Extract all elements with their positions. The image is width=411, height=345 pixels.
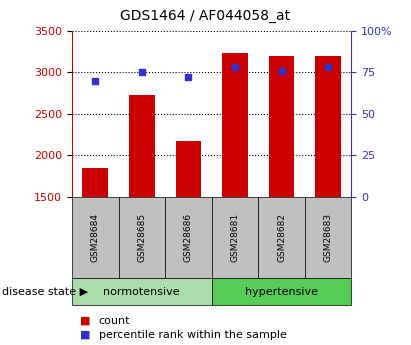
Bar — [269, 56, 294, 197]
Bar — [129, 95, 155, 197]
Bar — [82, 168, 108, 197]
Text: GSM28683: GSM28683 — [323, 213, 332, 262]
Text: GDS1464 / AF044058_at: GDS1464 / AF044058_at — [120, 9, 291, 23]
Point — [92, 78, 99, 83]
Point — [325, 65, 331, 70]
Point — [278, 68, 285, 73]
Text: hypertensive: hypertensive — [245, 287, 318, 296]
Bar — [72, 278, 212, 305]
Text: GSM28681: GSM28681 — [231, 213, 240, 262]
Text: GSM28686: GSM28686 — [184, 213, 193, 262]
Bar — [315, 56, 341, 197]
Text: GSM28682: GSM28682 — [277, 213, 286, 262]
Bar — [212, 197, 258, 278]
Text: count: count — [99, 316, 130, 326]
Point — [232, 65, 238, 70]
Text: percentile rank within the sample: percentile rank within the sample — [99, 330, 286, 339]
Bar — [305, 197, 351, 278]
Point — [185, 75, 192, 80]
Text: disease state ▶: disease state ▶ — [2, 287, 88, 296]
Text: ■: ■ — [80, 330, 91, 339]
Point — [139, 70, 145, 75]
Text: normotensive: normotensive — [104, 287, 180, 296]
Text: GSM28685: GSM28685 — [137, 213, 146, 262]
Bar — [212, 278, 351, 305]
Bar — [72, 197, 118, 278]
Bar — [118, 197, 165, 278]
Bar — [258, 197, 305, 278]
Bar — [222, 53, 248, 197]
Bar — [165, 197, 212, 278]
Text: GSM28684: GSM28684 — [91, 213, 100, 262]
Text: ■: ■ — [80, 316, 91, 326]
Bar — [175, 141, 201, 197]
